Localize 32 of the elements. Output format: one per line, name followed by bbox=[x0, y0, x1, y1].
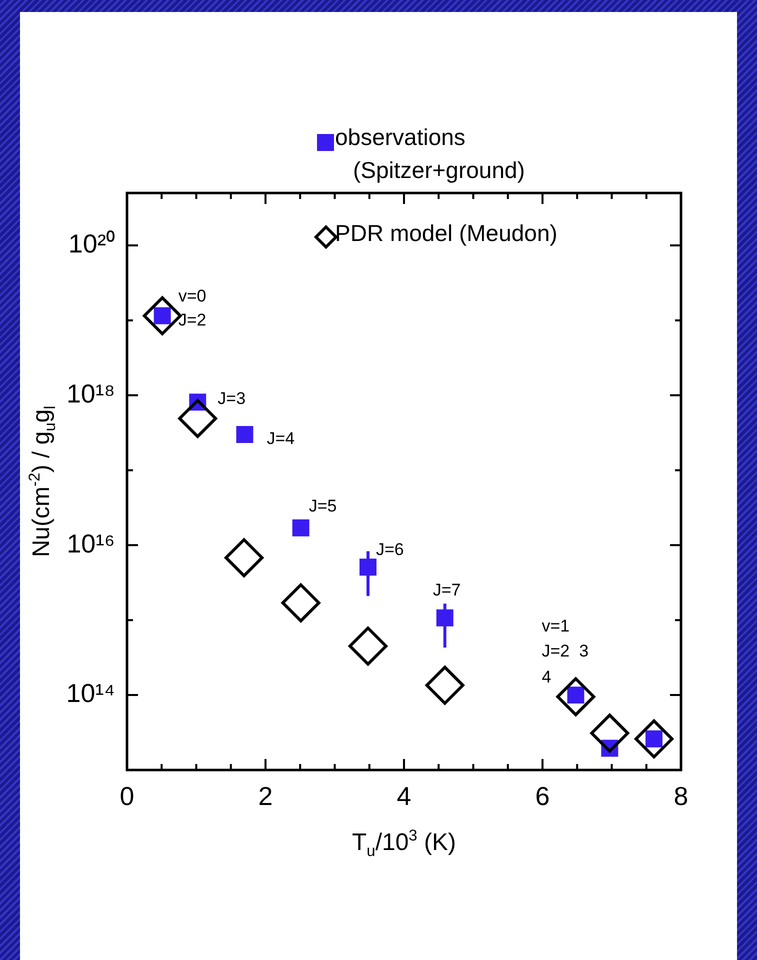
y-tick-label: 10¹⁴ bbox=[66, 678, 115, 708]
annotation: J=4 bbox=[266, 429, 295, 448]
annotation: v=0 bbox=[178, 286, 206, 306]
point bbox=[178, 398, 218, 438]
point bbox=[281, 583, 320, 622]
annotation: J=5 bbox=[308, 496, 337, 516]
annotation: J=2 3 bbox=[542, 642, 589, 661]
y-tick-label: 10²⁰ bbox=[68, 228, 115, 259]
point bbox=[348, 626, 388, 666]
annotation: J=2 bbox=[178, 310, 206, 330]
annotation: v=1 bbox=[542, 616, 570, 636]
y-tick-label: 10¹⁸ bbox=[66, 378, 115, 408]
x-tick-label: 2 bbox=[258, 780, 273, 811]
annotation: J=3 bbox=[218, 388, 246, 408]
point bbox=[556, 677, 596, 716]
x-tick-label: 6 bbox=[535, 780, 550, 811]
y-axis-title: Nu(cm-2) / gugl bbox=[26, 406, 59, 558]
point bbox=[224, 538, 264, 578]
annotation: 4 bbox=[542, 668, 552, 687]
annotation: J=6 bbox=[376, 540, 404, 559]
point bbox=[292, 519, 310, 536]
legend-label: PDR model (Meudon) bbox=[335, 220, 558, 246]
x-tick-label: 8 bbox=[674, 780, 688, 811]
x-tick-label: 0 bbox=[120, 780, 134, 811]
point bbox=[425, 666, 464, 705]
point bbox=[590, 714, 630, 753]
y-tick-label: 10¹⁶ bbox=[66, 528, 115, 558]
legend-label: observations (Spitzer+ground) bbox=[335, 124, 525, 183]
x-tick-label: 4 bbox=[396, 780, 412, 811]
point bbox=[634, 719, 674, 758]
annotation: J=7 bbox=[432, 580, 461, 600]
point bbox=[236, 426, 254, 443]
